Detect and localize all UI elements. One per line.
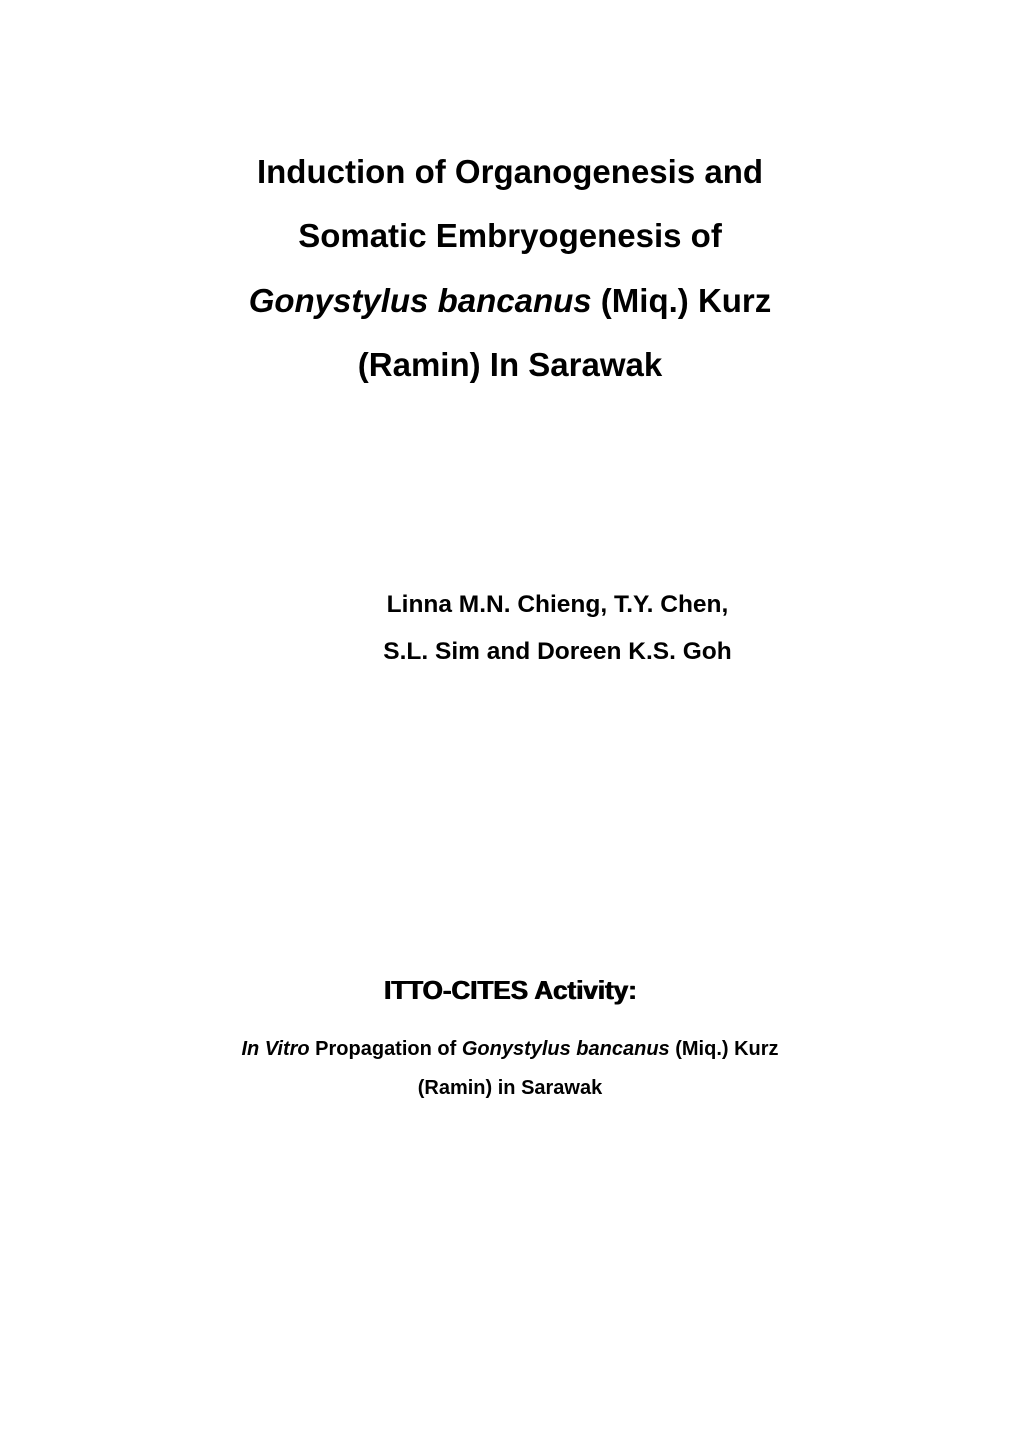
- activity-invitro-italic: In Vitro: [241, 1038, 309, 1060]
- title-line-3: Gonystylus bancanus (Miq.) Kurz: [100, 269, 920, 333]
- activity-subtitle-line-1: In Vitro Propagation of Gonystylus banca…: [100, 1030, 920, 1069]
- title-line-2: Somatic Embryogenesis of: [100, 204, 920, 268]
- activity-block: ITTO-CITES Activity: In Vitro Propagatio…: [100, 975, 920, 1108]
- authors-block: Linna M.N. Chieng, T.Y. Chen, S.L. Sim a…: [195, 582, 920, 675]
- authors-line-1: Linna M.N. Chieng, T.Y. Chen,: [195, 582, 920, 629]
- authors-line-2: S.L. Sim and Doreen K.S. Goh: [195, 629, 920, 676]
- activity-heading: ITTO-CITES Activity:: [100, 975, 920, 1006]
- title-species-name: Gonystylus bancanus: [249, 282, 592, 319]
- title-line-4: (Ramin) In Sarawak: [100, 333, 920, 397]
- activity-plain-2: (Miq.) Kurz: [670, 1038, 779, 1060]
- title-line-1: Induction of Organogenesis and: [100, 140, 920, 204]
- activity-subtitle-line-2: (Ramin) in Sarawak: [100, 1069, 920, 1108]
- activity-plain-1: Propagation of: [310, 1038, 462, 1060]
- title-line-3-rest: (Miq.) Kurz: [592, 282, 772, 319]
- title-block: Induction of Organogenesis and Somatic E…: [100, 140, 920, 397]
- activity-species-italic: Gonystylus bancanus: [462, 1038, 670, 1060]
